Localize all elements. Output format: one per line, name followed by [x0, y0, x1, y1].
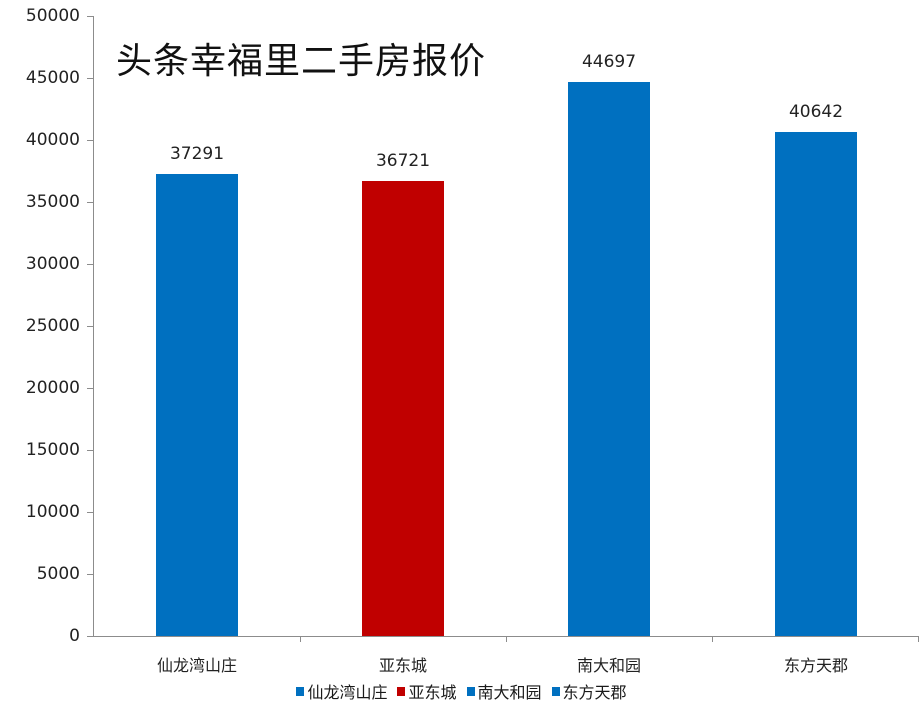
legend-swatch-icon: [466, 686, 475, 696]
legend-label: 亚东城: [408, 683, 457, 702]
x-tick: [918, 636, 919, 642]
y-tick: [87, 450, 93, 451]
y-tick: [87, 512, 93, 513]
y-tick: [87, 202, 93, 203]
bar-dongfangtianjun[interactable]: [775, 132, 857, 636]
legend-label: 东方天郡: [562, 683, 627, 702]
legend-swatch-icon: [551, 686, 560, 696]
data-label: 40642: [788, 102, 844, 122]
legend-item[interactable]: 东方天郡: [551, 679, 627, 703]
y-tick-label: 50000: [25, 6, 80, 26]
y-tick-label: 25000: [25, 316, 80, 336]
y-tick-label: 5000: [36, 564, 80, 584]
bar-xianlongwan[interactable]: [156, 174, 238, 636]
y-tick-label: 40000: [25, 130, 80, 150]
y-tick: [87, 326, 93, 327]
y-axis-line: [93, 16, 94, 637]
bar-yadongcheng[interactable]: [362, 181, 444, 636]
y-tick: [87, 264, 93, 265]
y-tick-label: 35000: [25, 192, 80, 212]
data-label: 36721: [375, 151, 431, 171]
x-category-label: 仙龙湾山庄: [156, 656, 237, 675]
chart-title: 头条幸福里二手房报价: [116, 41, 487, 82]
legend-item[interactable]: 南大和园: [466, 679, 542, 703]
legend-item[interactable]: 亚东城: [397, 679, 457, 703]
y-tick-label: 30000: [25, 254, 80, 274]
y-tick: [87, 574, 93, 575]
legend-swatch-icon: [296, 686, 305, 696]
y-tick-label: 20000: [25, 378, 80, 398]
bar-nandaheyuan[interactable]: [568, 82, 650, 636]
y-tick: [87, 140, 93, 141]
y-tick-label: 45000: [25, 68, 80, 88]
legend: 仙龙湾山庄 亚东城 南大和园 东方天郡: [0, 679, 923, 703]
legend-label: 南大和园: [477, 683, 542, 702]
x-tick: [506, 636, 507, 642]
y-tick: [87, 16, 93, 17]
x-category-label: 南大和园: [576, 656, 641, 675]
y-tick-label: 0: [69, 626, 80, 646]
y-tick: [87, 636, 93, 637]
y-tick-label: 15000: [25, 440, 80, 460]
legend-item[interactable]: 仙龙湾山庄: [296, 679, 387, 703]
data-label: 44697: [581, 52, 637, 72]
y-tick: [87, 78, 93, 79]
x-tick: [712, 636, 713, 642]
y-tick: [87, 388, 93, 389]
legend-swatch-icon: [397, 686, 406, 696]
x-tick: [300, 636, 301, 642]
x-category-label: 亚东城: [378, 656, 427, 675]
x-category-label: 东方天郡: [783, 656, 848, 675]
legend-label: 仙龙湾山庄: [307, 683, 388, 702]
data-label: 37291: [169, 144, 225, 164]
y-tick-label: 10000: [25, 502, 80, 522]
